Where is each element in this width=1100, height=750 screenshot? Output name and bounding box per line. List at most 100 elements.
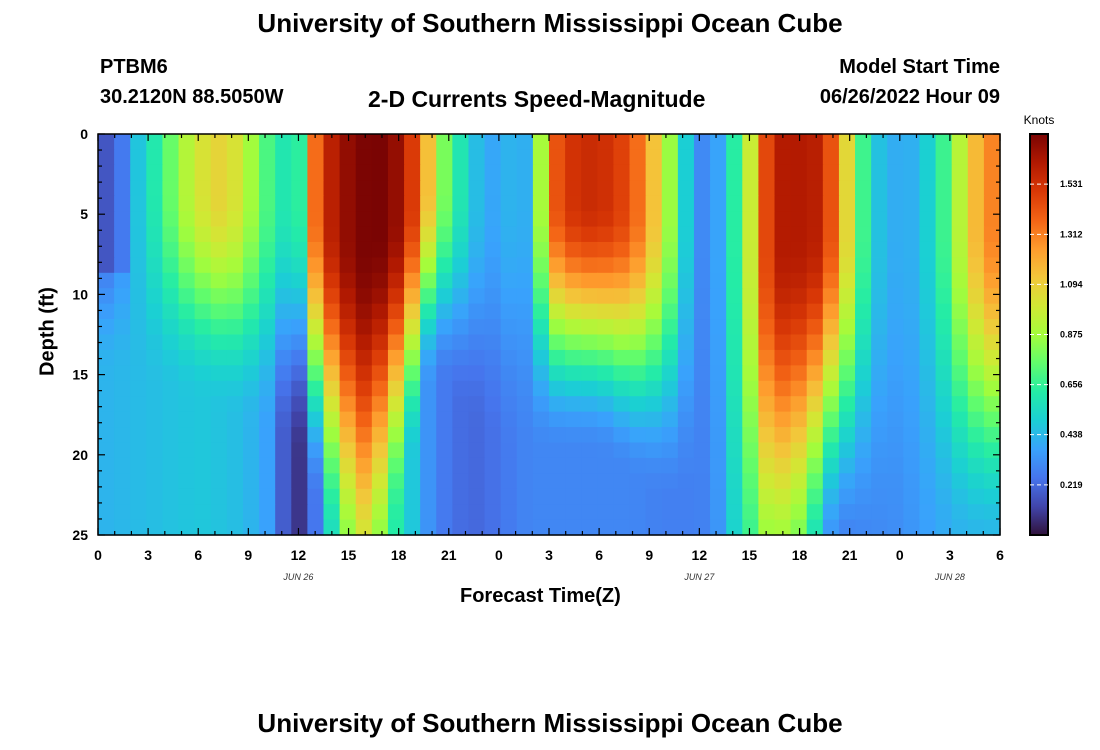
heatmap-cell [114, 257, 131, 274]
y-tick-label: 15 [72, 367, 88, 383]
heatmap-cell [452, 334, 470, 351]
heatmap-cell [275, 319, 292, 336]
heatmap-cell [838, 457, 856, 474]
heatmap-cell [275, 473, 292, 490]
heatmap-cell [838, 473, 856, 490]
heatmap-cell [226, 257, 244, 274]
heatmap-cell [146, 334, 164, 351]
heatmap-cell [951, 380, 969, 397]
heatmap-cell [194, 134, 212, 151]
heatmap-cell [178, 211, 196, 228]
heatmap-cell [613, 211, 631, 228]
heatmap-cell [339, 396, 357, 413]
heatmap-cell [226, 365, 244, 382]
heatmap-cell [855, 488, 872, 505]
heatmap-cell [178, 134, 196, 151]
heatmap-cell [871, 473, 888, 490]
plot-title: 2-D Currents Speed-Magnitude [368, 86, 706, 112]
heatmap-cell [645, 195, 663, 212]
heatmap-cell [597, 257, 615, 274]
heatmap-cell [774, 195, 792, 212]
heatmap-cell [967, 519, 985, 536]
heatmap-cell [758, 365, 776, 382]
heatmap-cell [339, 504, 357, 521]
heatmap-cell [339, 365, 357, 382]
heatmap-cell [307, 195, 325, 212]
heatmap-cell [726, 180, 743, 197]
heatmap-cell [436, 349, 453, 366]
heatmap-cell [903, 457, 921, 474]
heatmap-cell [565, 365, 582, 382]
heatmap-cell [500, 457, 518, 474]
heatmap-cell [581, 211, 598, 228]
heatmap-cell [790, 396, 808, 413]
heatmap-cell [162, 380, 180, 397]
heatmap-cell [967, 396, 985, 413]
heatmap-cell [983, 442, 1001, 459]
heatmap-cell [98, 226, 115, 243]
heatmap-cell [871, 334, 888, 351]
heatmap-cell [758, 272, 776, 289]
heatmap-cell [919, 457, 937, 474]
heatmap-cell [532, 134, 550, 151]
heatmap-cell [629, 288, 647, 305]
heatmap-cell [500, 319, 518, 336]
heatmap-cell [468, 442, 486, 459]
heatmap-cell [838, 149, 856, 166]
heatmap-cell [887, 488, 904, 505]
heatmap-cell [581, 519, 598, 536]
heatmap-cell [693, 442, 711, 459]
y-tick-label: 5 [80, 206, 88, 222]
heatmap-cell [259, 257, 276, 274]
heatmap-cell [871, 488, 888, 505]
heatmap-cell [259, 365, 276, 382]
heatmap-cell [242, 365, 260, 382]
heatmap-cell [677, 427, 695, 444]
heatmap-cell [919, 488, 937, 505]
heatmap-cell [822, 473, 840, 490]
heatmap-cell [677, 288, 695, 305]
heatmap-cell [436, 473, 453, 490]
heatmap-cell [242, 411, 260, 428]
heatmap-cell [645, 241, 663, 258]
heatmap-cell [130, 411, 147, 428]
heatmap-cell [597, 380, 615, 397]
heatmap-cell [871, 457, 888, 474]
heatmap-cell [259, 272, 276, 289]
heatmap-cell [178, 365, 196, 382]
heatmap-cell [516, 457, 534, 474]
heatmap-cell [404, 457, 421, 474]
heatmap-cell [855, 257, 872, 274]
heatmap-cell [194, 365, 212, 382]
heatmap-cell [935, 380, 953, 397]
heatmap-cell [210, 488, 228, 505]
heatmap-cell [226, 380, 244, 397]
heatmap-cell [774, 241, 792, 258]
heatmap-cell [871, 349, 888, 366]
heatmap-cell [710, 226, 727, 243]
heatmap-cell [967, 319, 985, 336]
heatmap-cell [549, 411, 566, 428]
heatmap-cell [275, 164, 292, 181]
heatmap-cell [661, 211, 679, 228]
heatmap-cell [565, 303, 582, 320]
heatmap-cell [307, 488, 325, 505]
heatmap-cell [307, 473, 325, 490]
heatmap-cell [275, 149, 292, 166]
heatmap-cell [162, 180, 180, 197]
heatmap-cell [98, 473, 115, 490]
heatmap-cell [242, 504, 260, 521]
heatmap-cell [210, 365, 228, 382]
heatmap-cell [871, 257, 888, 274]
heatmap-cell [130, 519, 147, 536]
heatmap-cell [114, 504, 131, 521]
heatmap-cell [822, 180, 840, 197]
heatmap-cell [871, 380, 888, 397]
heatmap-cell [774, 473, 792, 490]
colorbar-tick-label: 1.094 [1060, 279, 1083, 289]
heatmap-cell [597, 164, 615, 181]
heatmap-cell [307, 134, 325, 151]
heatmap-cell [822, 349, 840, 366]
heatmap-cell [822, 211, 840, 228]
heatmap-cell [500, 272, 518, 289]
